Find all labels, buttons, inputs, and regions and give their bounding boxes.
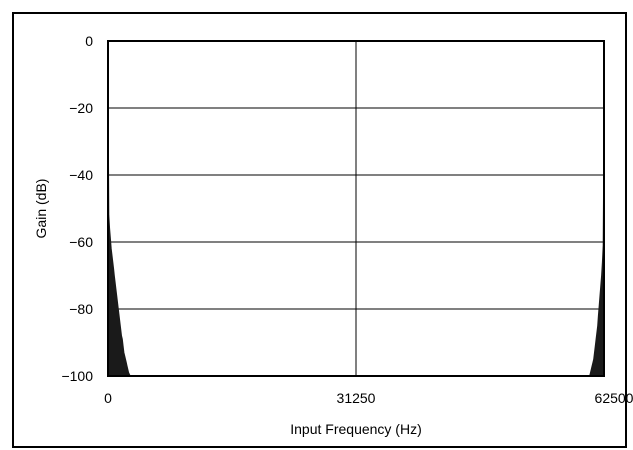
x-tick-label: 62500 [595,390,633,406]
x-tick-label: 31250 [337,390,376,406]
y-axis-title: Gain (dB) [33,179,49,239]
y-tick-labels: 0 −20 −40 −60 −80 −100 [61,33,93,384]
plot-area-border [107,40,605,377]
y-tick-label: 0 [85,33,93,49]
chart-frame [12,12,627,448]
y-tick-label: −100 [61,368,93,384]
y-tick-label: −20 [69,100,93,116]
x-tick-label: 0 [104,390,112,406]
y-tick-label: −40 [69,167,93,183]
x-axis-title: Input Frequency (Hz) [290,421,422,437]
response-high-edge [589,117,605,377]
response-low-edge [107,77,131,377]
y-tick-label: −60 [69,234,93,250]
x-tick-labels: 0 31250 62500 [104,390,633,406]
response-fill-layer [107,77,605,377]
grid-layer [107,40,605,377]
y-tick-label: −80 [69,301,93,317]
